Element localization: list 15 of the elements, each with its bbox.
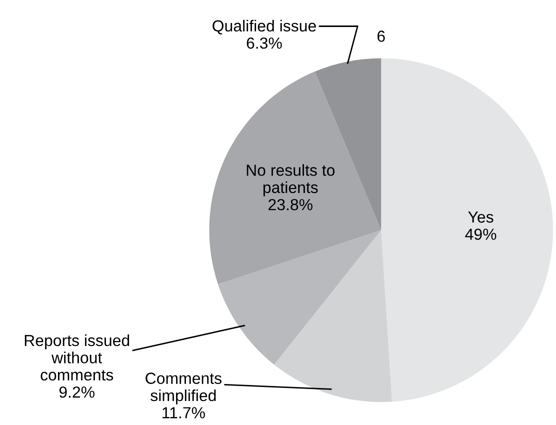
slice-label: Yes xyxy=(468,212,494,223)
pie-slice xyxy=(218,230,382,365)
pie-slice xyxy=(209,72,382,284)
text: 6 xyxy=(378,30,385,42)
pie-slice xyxy=(381,58,553,402)
slice-label: Qualified issue xyxy=(212,20,316,34)
data-label: 11.7% xyxy=(162,407,205,418)
pie-slice xyxy=(274,230,392,402)
data-label: 49% xyxy=(465,228,496,240)
data-label: 23.8% xyxy=(268,199,312,210)
slice-label: Reports issued without comments xyxy=(24,334,130,381)
slice-label: No results to patients xyxy=(246,164,335,196)
data-label: 6.3% xyxy=(246,37,282,49)
slice-label: Comments simplified xyxy=(146,372,222,404)
data-label: 9.2% xyxy=(59,386,94,398)
